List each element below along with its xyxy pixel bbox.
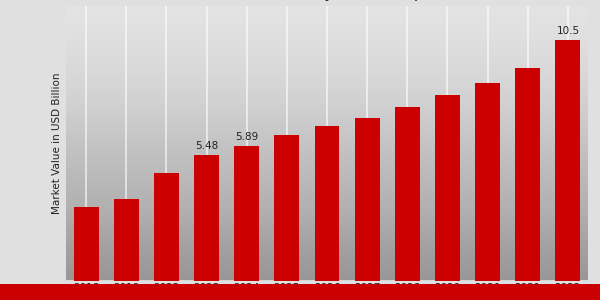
Bar bbox=[515, 68, 540, 280]
Y-axis label: Market Value in USD Billion: Market Value in USD Billion bbox=[52, 73, 62, 214]
Title: Lateral Flow Immunoassay-Based Rapid Test Market: Lateral Flow Immunoassay-Based Rapid Tes… bbox=[119, 0, 535, 1]
Bar bbox=[154, 173, 179, 280]
Bar bbox=[234, 146, 259, 280]
Bar bbox=[435, 95, 460, 280]
Text: 5.48: 5.48 bbox=[195, 141, 218, 151]
Bar bbox=[475, 82, 500, 280]
Bar bbox=[395, 106, 420, 280]
Bar bbox=[74, 207, 98, 280]
Bar bbox=[274, 135, 299, 280]
Bar bbox=[114, 199, 139, 280]
Bar bbox=[314, 126, 340, 280]
Bar bbox=[355, 118, 380, 280]
Bar bbox=[194, 155, 219, 280]
Bar bbox=[556, 40, 580, 280]
Text: 10.5: 10.5 bbox=[556, 26, 580, 36]
Text: 5.89: 5.89 bbox=[235, 132, 259, 142]
